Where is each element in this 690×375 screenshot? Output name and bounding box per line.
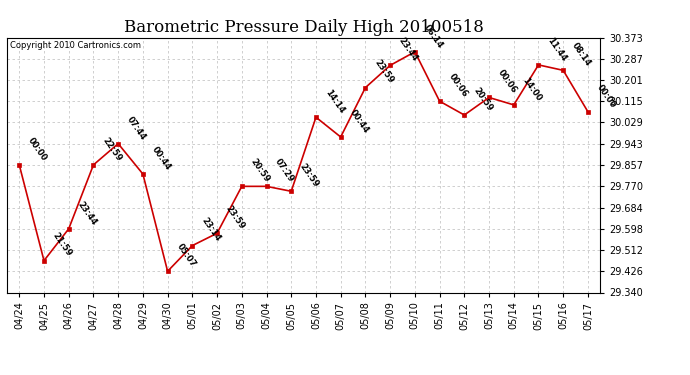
Text: 00:06: 00:06: [446, 72, 469, 99]
Text: 08:14: 08:14: [570, 41, 593, 68]
Text: 00:00: 00:00: [26, 136, 49, 163]
Text: 06:14: 06:14: [422, 22, 444, 50]
Text: 23:44: 23:44: [397, 36, 420, 63]
Text: 07:29: 07:29: [273, 158, 296, 184]
Text: 23:59: 23:59: [373, 58, 395, 86]
Text: 20:59: 20:59: [248, 157, 271, 184]
Title: Barometric Pressure Daily High 20100518: Barometric Pressure Daily High 20100518: [124, 19, 484, 36]
Text: 14:00: 14:00: [521, 76, 543, 103]
Text: 00:44: 00:44: [348, 108, 371, 135]
Text: Copyright 2010 Cartronics.com: Copyright 2010 Cartronics.com: [10, 41, 141, 50]
Text: 00:06: 00:06: [496, 69, 519, 95]
Text: 05:07: 05:07: [175, 242, 197, 269]
Text: 07:44: 07:44: [125, 114, 148, 141]
Text: 00:00: 00:00: [595, 83, 618, 110]
Text: 20:59: 20:59: [471, 86, 494, 113]
Text: 00:44: 00:44: [150, 145, 172, 172]
Text: 23:44: 23:44: [76, 200, 99, 226]
Text: 23:59: 23:59: [298, 162, 321, 189]
Text: 23:14: 23:14: [199, 216, 222, 243]
Text: 23:59: 23:59: [224, 204, 246, 231]
Text: 22:59: 22:59: [100, 136, 123, 163]
Text: 21:59: 21:59: [51, 231, 74, 258]
Text: 11:44: 11:44: [545, 36, 569, 63]
Text: 14:14: 14:14: [323, 88, 346, 115]
